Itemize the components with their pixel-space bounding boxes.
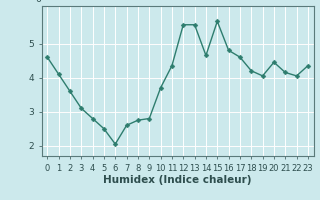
X-axis label: Humidex (Indice chaleur): Humidex (Indice chaleur) [103,175,252,185]
Text: 6: 6 [36,0,42,4]
